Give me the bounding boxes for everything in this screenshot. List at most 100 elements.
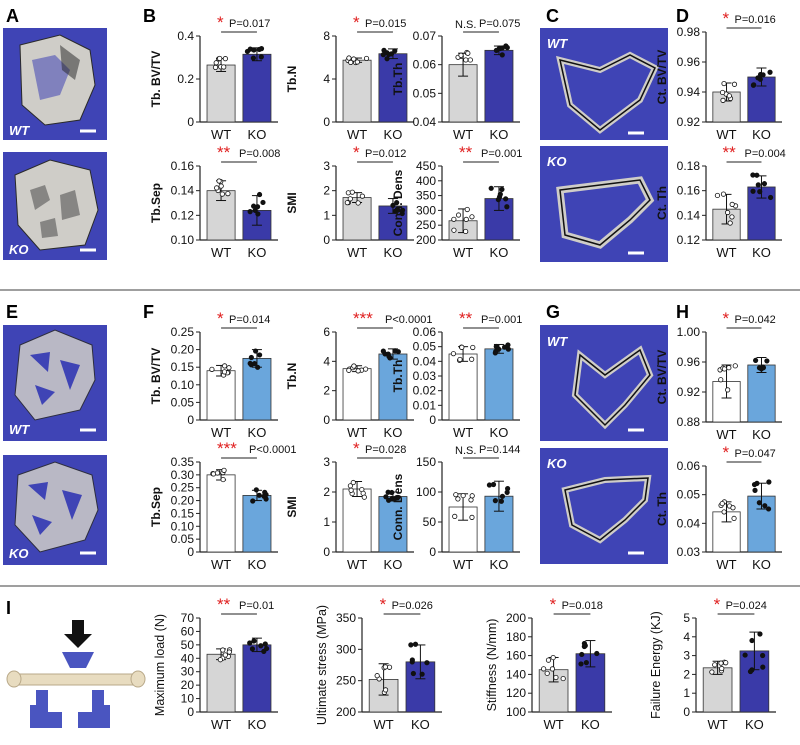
chart-f3: 00.010.020.030.040.050.06 Tb.Th WT KO ** P=0.… [391, 309, 522, 440]
y-tick-label: 2 [323, 384, 330, 398]
p-value-label: P=0.001 [481, 314, 522, 326]
data-point [492, 498, 498, 504]
data-point [386, 353, 392, 359]
image-label-ko: KO [547, 456, 567, 471]
data-point [400, 207, 406, 213]
data-point [469, 356, 475, 362]
y-tick-label: 0 [323, 115, 330, 129]
data-point [250, 498, 256, 504]
x-tick-label: KO [248, 425, 267, 440]
x-tick-label: WT [347, 245, 367, 260]
y-tick-label: 200 [506, 611, 526, 625]
data-point [463, 216, 469, 222]
data-point [712, 662, 718, 668]
bar-wt [448, 353, 478, 421]
y-axis-label: Failure Energy (KJ) [649, 611, 663, 719]
data-point [212, 64, 219, 71]
y-tick-label: 0.05 [171, 532, 195, 546]
y-tick-label: 0.03 [413, 369, 437, 383]
data-point [755, 182, 761, 188]
panel-letter-d: D [676, 6, 689, 26]
y-tick-label: 0.12 [171, 208, 195, 222]
data-point [249, 646, 256, 652]
data-point [465, 50, 471, 56]
data-point [553, 674, 559, 681]
y-tick-label: 0.88 [677, 415, 701, 429]
p-value-label: P=0.012 [365, 148, 406, 160]
data-point [409, 657, 415, 663]
y-tick-label: 0.01 [413, 398, 437, 412]
y-tick-label: 450 [416, 159, 436, 173]
data-point [263, 496, 269, 502]
chart-d2: 0.12 0.14 0.16 0.18 Ct. Th WT KO ** P=0.004 [655, 143, 786, 260]
data-point [458, 52, 464, 58]
y-tick-label: 2 [683, 667, 690, 681]
data-point [253, 487, 259, 493]
significance-stars: *** [353, 309, 373, 328]
significance-stars: ** [217, 143, 231, 162]
data-point [262, 641, 268, 647]
data-point [718, 377, 724, 383]
y-tick-label: 0.05 [413, 86, 437, 100]
data-point [451, 227, 457, 233]
bar-ko [242, 53, 272, 123]
y-tick-label: 0 [323, 545, 330, 559]
data-point [256, 46, 262, 53]
data-point [755, 75, 761, 81]
chart-h1: 0.88 0.92 0.96 1.00 Ct. BV/TV WT KO * P=0.042 [655, 309, 782, 442]
data-point [419, 671, 425, 677]
data-point [392, 208, 399, 214]
data-point [757, 189, 763, 195]
data-point [725, 209, 731, 216]
bar-wt [712, 91, 741, 123]
x-tick-label: KO [384, 245, 403, 260]
x-tick-label: KO [490, 245, 509, 260]
x-tick-label: WT [453, 425, 473, 440]
microct-image-e-ko: KO [3, 455, 107, 565]
x-tick-label: KO [490, 425, 509, 440]
chart-i4: 0 1 2 3 4 5 Failure Energy (KJ) WT KO * P=0.024 [649, 595, 776, 732]
data-point [750, 188, 756, 194]
x-tick-label: KO [248, 717, 267, 732]
p-value-label: P=0.018 [562, 600, 603, 612]
y-tick-label: 300 [416, 203, 436, 217]
data-point [459, 344, 465, 350]
y-tick-label: 250 [336, 674, 356, 688]
y-tick-label: 120 [506, 686, 526, 700]
chart-b1: 0 0.2 0.4 Tb. BV/TV WT KO * P=0.017 [149, 13, 278, 142]
bar-ko [484, 49, 514, 123]
x-tick-label: WT [347, 557, 367, 572]
y-tick-label: 4 [323, 72, 330, 86]
significance-stars: * [217, 309, 224, 328]
y-tick-label: 0.25 [171, 481, 195, 495]
y-tick-label: 0.16 [677, 184, 701, 198]
data-point [452, 513, 458, 519]
y-tick-label: 0 [187, 413, 194, 427]
y-tick-label: 250 [416, 218, 436, 232]
y-tick-label: 200 [416, 233, 436, 247]
data-point [718, 660, 724, 666]
image-label-ko: KO [9, 242, 29, 257]
x-tick-label: KO [745, 717, 764, 732]
data-point [386, 497, 392, 503]
data-point [582, 643, 588, 649]
x-tick-label: WT [716, 245, 736, 260]
panel-letter-e: E [6, 302, 18, 322]
x-tick-label: WT [211, 557, 231, 572]
y-tick-label: 350 [416, 189, 436, 203]
data-point [765, 506, 772, 512]
y-axis-label: Tb.Sep [149, 487, 163, 527]
y-tick-label: 0.04 [413, 115, 437, 129]
data-point [250, 55, 256, 61]
panel-letter-g: G [546, 302, 560, 322]
y-tick-label: 0.03 [677, 545, 701, 559]
data-point [760, 72, 766, 78]
microct-image-a-wt: WT [3, 28, 107, 140]
data-point [731, 81, 738, 87]
bar-ko [378, 496, 408, 553]
y-tick-label: 0.25 [171, 325, 195, 339]
y-tick-label: 3 [323, 455, 330, 469]
significance-stars: N.S. [455, 445, 476, 457]
data-point [750, 172, 756, 178]
